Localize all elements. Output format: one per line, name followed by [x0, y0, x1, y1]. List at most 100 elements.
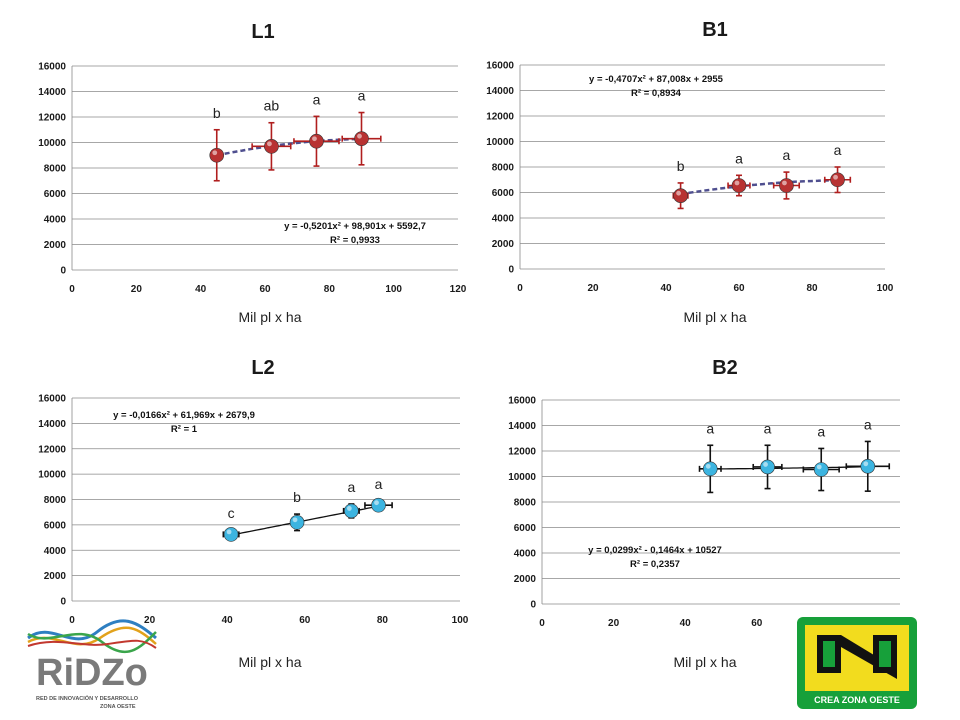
y-tick-label: 14000	[38, 419, 66, 430]
chart-svg: L2 0 2000 4000 6000 8000 10000 12000 14000 16000 0…	[38, 357, 469, 670]
y-tick-label: 0	[508, 265, 514, 276]
y-tick-label: 4000	[492, 214, 515, 225]
point-highlight	[292, 517, 298, 523]
data-point	[760, 459, 775, 475]
significance-label: a	[375, 476, 383, 492]
trend-equation: y = -0,5201x² + 98,901x + 5592,7	[284, 221, 426, 232]
x-tick-label: 40	[195, 284, 207, 295]
chart-panel-l2: L2 0 2000 4000 6000 8000 10000 12000 14000 16000 0…	[0, 345, 480, 695]
point-highlight	[833, 174, 838, 180]
y-tick-label: 4000	[44, 215, 67, 226]
chart-title: B1	[702, 19, 728, 41]
significance-label: a	[735, 150, 743, 166]
point-highlight	[346, 506, 352, 511]
significance-label: a	[783, 147, 791, 163]
point-highlight	[357, 133, 362, 139]
y-tick-label: 2000	[514, 574, 537, 585]
significance-label: a	[834, 142, 842, 158]
data-point	[371, 497, 386, 513]
y-tick-label: 12000	[38, 113, 66, 124]
x-tick-label: 0	[69, 615, 75, 626]
data-point	[860, 459, 876, 474]
significance-label: ab	[264, 98, 280, 114]
y-tick-label: 8000	[44, 495, 67, 506]
data-point	[289, 515, 305, 530]
point-highlight	[816, 464, 822, 470]
y-tick-label: 0	[530, 600, 536, 611]
x-tick-label: 40	[680, 618, 692, 629]
y-tick-label: 12000	[38, 444, 66, 455]
y-tick-label: 8000	[44, 164, 67, 175]
data-point	[673, 188, 688, 203]
data-point	[223, 527, 239, 542]
y-tick-label: 6000	[44, 189, 67, 200]
y-tick-label: 2000	[44, 240, 67, 251]
y-tick-label: 10000	[38, 470, 66, 481]
trendline	[680, 178, 838, 196]
y-tick-label: 4000	[44, 546, 67, 557]
x-axis-label: Mil pl x ha	[238, 654, 301, 670]
chart-svg: B1 0 2000 4000 6000 8000 10000 12000 14000 16000 0…	[486, 19, 894, 325]
trendline	[216, 137, 362, 157]
chart-title: L2	[251, 357, 274, 379]
significance-label: a	[347, 479, 355, 495]
y-tick-label: 16000	[508, 396, 536, 407]
point-highlight	[734, 180, 740, 186]
y-tick-label: 14000	[38, 87, 66, 98]
x-tick-label: 60	[259, 284, 271, 295]
significance-label: b	[213, 105, 221, 121]
x-tick-label: 80	[377, 615, 389, 626]
significance-label: b	[677, 158, 685, 174]
r-squared: R² = 1	[171, 424, 198, 435]
trend-equation: y = 0,0299x² - 0,1464x + 10527	[588, 545, 722, 556]
y-tick-label: 8000	[492, 163, 515, 174]
crea-logo-graphic: CREA ZONA OESTE	[797, 617, 917, 709]
y-tick-label: 2000	[44, 571, 67, 582]
x-tick-label: 0	[69, 284, 75, 295]
significance-label: a	[706, 420, 714, 436]
point-highlight	[374, 500, 379, 506]
y-tick-label: 16000	[38, 62, 66, 73]
data-point	[354, 131, 369, 146]
r-squared: R² = 0,8934	[631, 88, 682, 99]
data-point	[702, 461, 718, 477]
x-tick-label: 20	[131, 284, 143, 295]
x-tick-label: 20	[144, 615, 156, 626]
data-point	[309, 133, 324, 149]
y-tick-label: 14000	[486, 86, 514, 97]
y-tick-label: 2000	[492, 239, 515, 250]
x-tick-label: 80	[806, 283, 818, 294]
chart-panel-b1: B1 0 2000 4000 6000 8000 10000 12000 14000 16000 0…	[480, 0, 960, 350]
y-tick-label: 0	[60, 597, 66, 608]
significance-label: a	[864, 416, 872, 432]
y-tick-label: 14000	[508, 421, 536, 432]
ridzo-logo-graphic: RiDZo RED DE INNOVACIÓN Y DESARROLLO ZON…	[27, 619, 157, 710]
y-tick-label: 12000	[508, 447, 536, 458]
x-tick-label: 100	[877, 283, 894, 294]
significance-label: a	[817, 423, 825, 439]
point-highlight	[863, 461, 869, 467]
x-tick-label: 60	[299, 615, 311, 626]
chart-title: L1	[251, 21, 274, 43]
y-tick-label: 10000	[486, 137, 514, 148]
y-tick-label: 8000	[514, 498, 537, 509]
x-tick-label: 60	[733, 283, 745, 294]
y-tick-label: 6000	[44, 520, 67, 531]
significance-label: c	[228, 505, 235, 521]
chart-panel-l1: L1 0 2000 4000 6000 8000 10000 12000 14000 16000 0…	[0, 0, 480, 350]
data-point	[344, 503, 359, 519]
chart-svg: L1 0 2000 4000 6000 8000 10000 12000 14000 16000 0…	[38, 21, 467, 325]
crea-logo: CREA ZONA OESTE	[797, 617, 917, 709]
y-tick-label: 6000	[514, 523, 537, 534]
data-point	[779, 178, 794, 193]
data-point	[830, 172, 845, 188]
x-tick-label: 80	[324, 284, 336, 295]
x-tick-label: 60	[751, 618, 763, 629]
data-point	[264, 139, 279, 154]
x-tick-label: 100	[452, 615, 469, 626]
point-highlight	[705, 463, 711, 469]
trend-equation: y = -0,0166x² + 61,969x + 2679,9	[113, 410, 255, 421]
point-highlight	[267, 141, 272, 147]
svg-text:RED DE INNOVACIÓN Y DESARROLLO: RED DE INNOVACIÓN Y DESARROLLO	[36, 694, 139, 702]
x-axis-label: Mil pl x ha	[238, 309, 301, 325]
